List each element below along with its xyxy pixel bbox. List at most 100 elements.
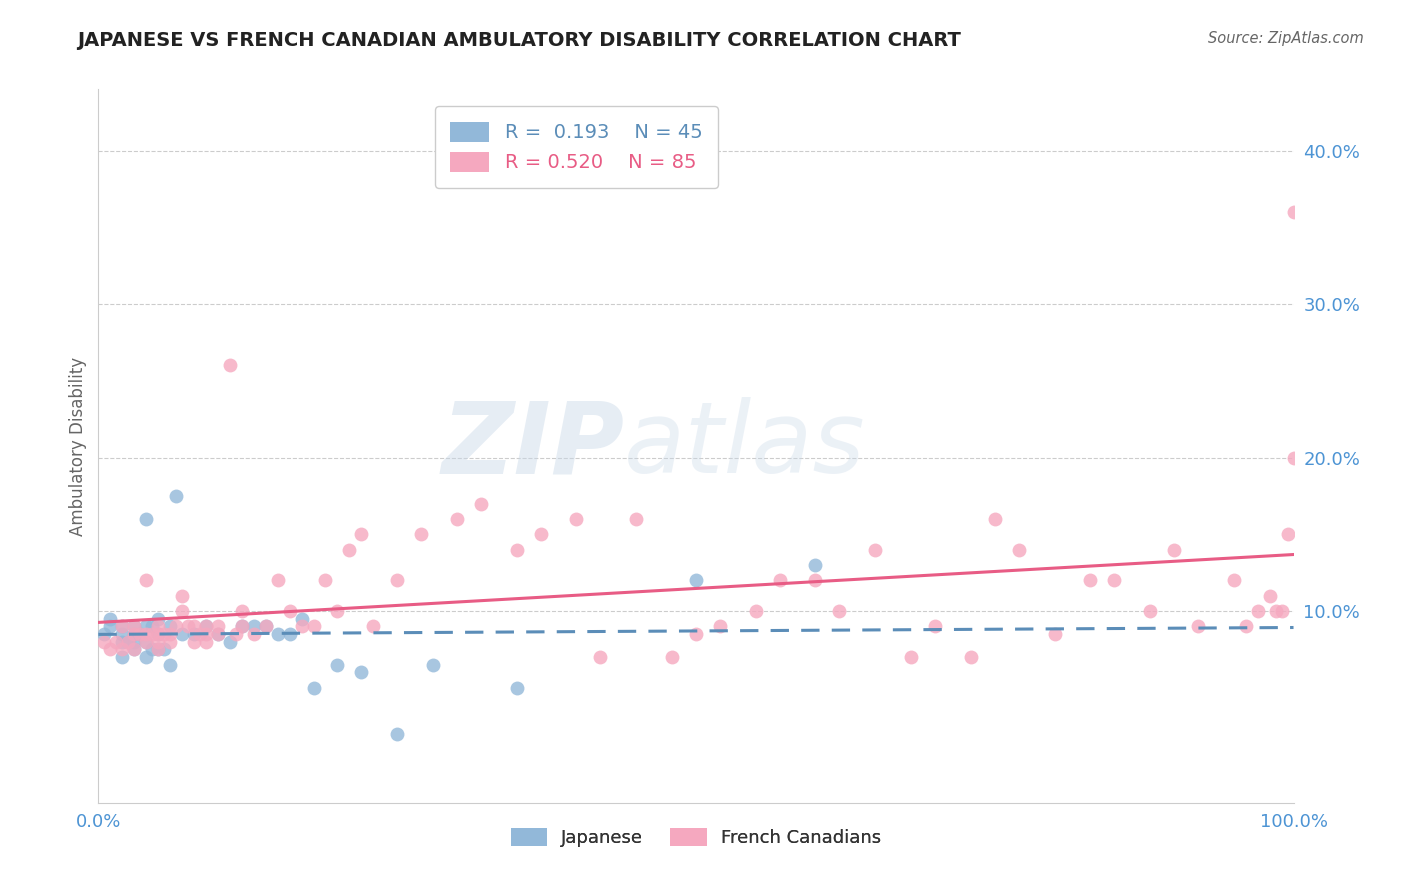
Point xyxy=(231,619,253,633)
Point xyxy=(195,634,218,648)
Point xyxy=(302,681,325,695)
Point xyxy=(111,619,134,633)
Point xyxy=(111,619,134,633)
Point xyxy=(195,619,218,633)
Point xyxy=(159,657,181,672)
Point xyxy=(385,727,409,741)
Point xyxy=(153,642,176,657)
Point xyxy=(626,512,648,526)
Point xyxy=(315,574,337,588)
Point xyxy=(172,627,194,641)
Point xyxy=(135,650,157,665)
Point xyxy=(470,497,492,511)
Point xyxy=(565,512,588,526)
Point xyxy=(183,634,205,648)
Legend: Japanese, French Canadians: Japanese, French Canadians xyxy=(503,821,889,855)
Point xyxy=(195,627,218,641)
Point xyxy=(530,527,553,541)
Point xyxy=(111,650,134,665)
Point xyxy=(124,627,146,641)
Point xyxy=(1163,542,1185,557)
Point xyxy=(165,489,187,503)
Point xyxy=(93,634,115,648)
Point xyxy=(207,619,229,633)
Point xyxy=(135,634,157,648)
Point xyxy=(1008,542,1031,557)
Text: JAPANESE VS FRENCH CANADIAN AMBULATORY DISABILITY CORRELATION CHART: JAPANESE VS FRENCH CANADIAN AMBULATORY D… xyxy=(77,31,962,50)
Point xyxy=(148,642,170,657)
Point xyxy=(506,681,529,695)
Point xyxy=(124,619,146,633)
Point xyxy=(93,627,115,641)
Point xyxy=(865,542,887,557)
Point xyxy=(422,657,444,672)
Point xyxy=(1234,619,1257,633)
Point xyxy=(363,619,385,633)
Point xyxy=(1247,604,1270,618)
Point xyxy=(278,627,301,641)
Point xyxy=(129,627,152,641)
Point xyxy=(900,650,922,665)
Point xyxy=(148,612,170,626)
Point xyxy=(153,627,176,641)
Point xyxy=(231,619,253,633)
Point xyxy=(302,619,325,633)
Point xyxy=(339,542,361,557)
Point xyxy=(685,574,707,588)
Point xyxy=(1104,574,1126,588)
Point xyxy=(225,627,247,641)
Point xyxy=(804,574,827,588)
Point xyxy=(326,657,349,672)
Y-axis label: Ambulatory Disability: Ambulatory Disability xyxy=(69,357,87,535)
Point xyxy=(148,627,170,641)
Point xyxy=(589,650,612,665)
Point xyxy=(709,619,731,633)
Point xyxy=(124,619,146,633)
Point xyxy=(1080,574,1102,588)
Point xyxy=(111,627,134,641)
Point xyxy=(254,619,277,633)
Point xyxy=(350,527,373,541)
Point xyxy=(165,619,187,633)
Point xyxy=(135,627,157,641)
Point xyxy=(291,612,314,626)
Point xyxy=(195,619,218,633)
Point xyxy=(141,627,163,641)
Point xyxy=(141,619,163,633)
Point xyxy=(1139,604,1161,618)
Point xyxy=(278,604,301,618)
Point xyxy=(1282,450,1305,465)
Point xyxy=(148,627,170,641)
Text: atlas: atlas xyxy=(624,398,866,494)
Point xyxy=(159,634,181,648)
Point xyxy=(172,604,194,618)
Point xyxy=(960,650,983,665)
Point xyxy=(385,574,409,588)
Point xyxy=(219,359,242,373)
Point xyxy=(188,627,211,641)
Point xyxy=(135,574,157,588)
Point xyxy=(350,665,373,680)
Point xyxy=(117,634,139,648)
Point xyxy=(267,574,290,588)
Point xyxy=(804,558,827,572)
Point xyxy=(159,627,181,641)
Point xyxy=(411,527,433,541)
Point xyxy=(124,642,146,657)
Point xyxy=(231,604,253,618)
Point xyxy=(291,619,314,633)
Text: Source: ZipAtlas.com: Source: ZipAtlas.com xyxy=(1208,31,1364,46)
Point xyxy=(124,642,146,657)
Point xyxy=(98,642,122,657)
Point xyxy=(745,604,768,618)
Point xyxy=(183,619,205,633)
Point xyxy=(148,619,170,633)
Point xyxy=(111,642,134,657)
Point xyxy=(124,634,146,648)
Point xyxy=(1271,604,1294,618)
Point xyxy=(159,619,181,633)
Point xyxy=(768,574,790,588)
Point xyxy=(1277,527,1299,541)
Point xyxy=(148,634,170,648)
Point xyxy=(117,634,139,648)
